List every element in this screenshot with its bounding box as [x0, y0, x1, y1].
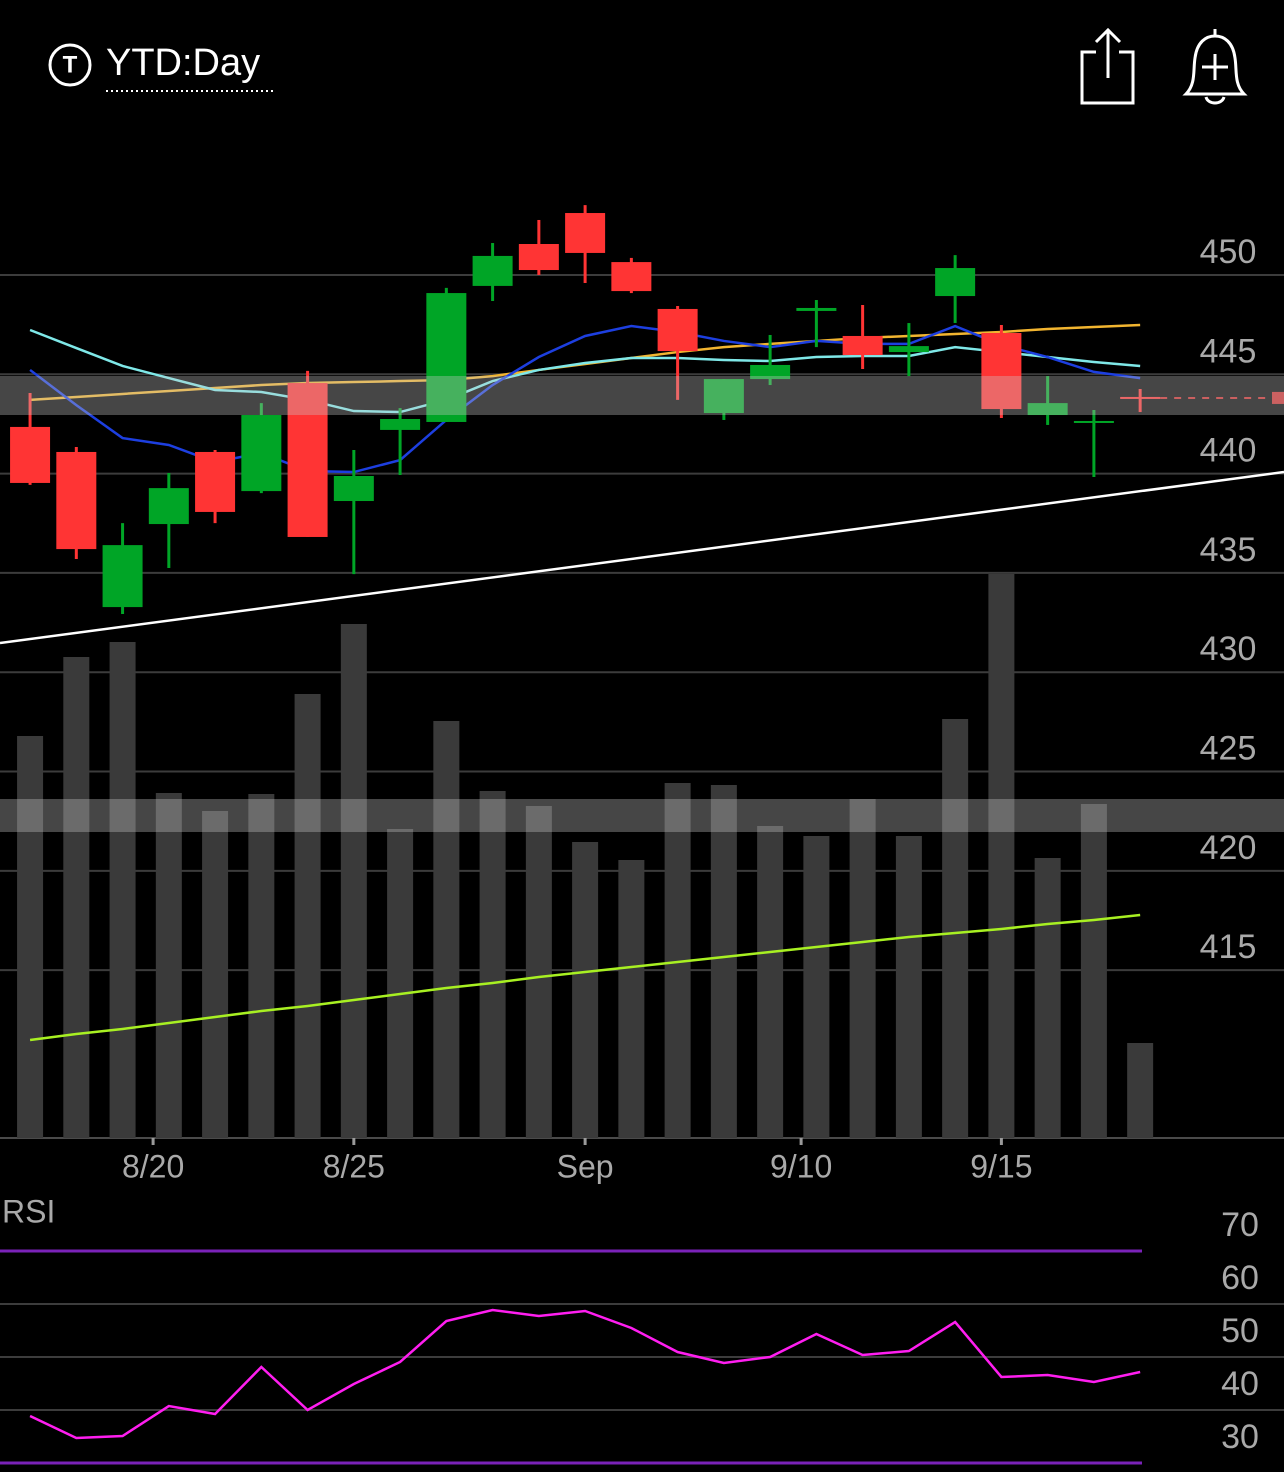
- candle-body: [981, 332, 1022, 410]
- timeframe-title: YTD:Day: [106, 42, 260, 84]
- y-tick-label: 435: [1200, 531, 1257, 569]
- volume-bar: [155, 793, 182, 1138]
- y-tick-label: 440: [1200, 432, 1257, 470]
- volume-bar: [109, 642, 136, 1138]
- candle-body: [380, 418, 421, 430]
- candles: [10, 205, 1284, 615]
- candle-body: [518, 244, 559, 271]
- volume-bar: [849, 799, 876, 1138]
- volume-bar: [710, 785, 737, 1138]
- share-arrow: [1094, 27, 1122, 78]
- volume-bar: [479, 791, 506, 1138]
- candle-body: [842, 335, 883, 356]
- candle-body: [195, 451, 236, 512]
- rsi-line: [29, 1308, 1141, 1440]
- candle-body: [241, 415, 282, 492]
- volume-bar: [387, 829, 414, 1138]
- candle-body: [611, 262, 652, 292]
- candle-body: [1073, 420, 1114, 423]
- y-tick-label: 430: [1200, 630, 1257, 668]
- x-tick-label: 9/10: [770, 1148, 832, 1184]
- candle-body: [1027, 403, 1068, 416]
- y-tick-label: 30: [1221, 1418, 1259, 1456]
- candle-body: [935, 268, 976, 297]
- ticker-icon: [48, 43, 92, 87]
- volume-bar: [803, 836, 830, 1138]
- volume-bar: [248, 794, 275, 1138]
- lines: [0, 323, 1284, 1440]
- volume-bar: [988, 574, 1015, 1138]
- volume-bar: [1034, 858, 1061, 1138]
- candle-body: [472, 255, 513, 286]
- volume-bar: [572, 842, 599, 1138]
- candle-body: [703, 379, 744, 414]
- candle-body: [565, 213, 606, 253]
- x-tick-label: 8/25: [323, 1148, 385, 1184]
- candle-body: [333, 475, 374, 502]
- candle-body: [750, 364, 791, 380]
- panel-title: RSI: [2, 1193, 55, 1229]
- x-tick-label: 9/15: [970, 1148, 1032, 1184]
- y-tick-label: 40: [1221, 1365, 1259, 1403]
- volume-bar: [1080, 804, 1107, 1138]
- share-box: [1080, 50, 1135, 105]
- volume-bar: [433, 721, 460, 1138]
- candle-body: [148, 488, 189, 525]
- highlight-band: [0, 799, 1284, 832]
- moving-average: [29, 328, 1141, 414]
- candle-body: [102, 545, 143, 608]
- y-tick-label: 450: [1200, 233, 1257, 271]
- candle-body: [1120, 396, 1161, 399]
- candle-body: [657, 308, 698, 352]
- highlight-band: [0, 376, 1284, 415]
- y-tick-label: 445: [1200, 332, 1257, 370]
- y-tick-label: 415: [1200, 928, 1257, 966]
- volume-bar: [757, 826, 784, 1138]
- labels: 450 445 440 435 430 425 420 415 8/20 8/25 Sep 9/10 9…: [2, 233, 1259, 1456]
- y-tick-label: 420: [1200, 829, 1257, 867]
- candle-body: [287, 383, 328, 537]
- alert-button[interactable]: [1182, 29, 1248, 105]
- y-tick-label: 50: [1221, 1312, 1259, 1350]
- candle-body: [56, 451, 97, 550]
- volume-bar: [1127, 1043, 1154, 1138]
- x-tick-label: 8/20: [122, 1148, 184, 1184]
- share-button[interactable]: [1080, 27, 1135, 105]
- volume-bar: [294, 694, 321, 1138]
- volume-bar: [340, 624, 367, 1138]
- candle-body: [888, 346, 929, 353]
- trendline: [0, 470, 1284, 645]
- volume-bar: [618, 860, 645, 1138]
- y-tick-label: 425: [1200, 730, 1257, 768]
- volume-bar: [942, 719, 969, 1138]
- volume-bar: [525, 806, 552, 1138]
- volume-average: [29, 913, 1141, 1042]
- bell-detail: [1202, 29, 1228, 105]
- bell: [1182, 34, 1248, 96]
- x-tick-label: Sep: [557, 1148, 614, 1184]
- volume-bar: [63, 657, 90, 1138]
- candle-body: [426, 293, 467, 422]
- ticker-icon-letter: T: [63, 51, 78, 78]
- timeframe-selector[interactable]: T YTD:Day: [48, 42, 274, 92]
- y-tick-label: 60: [1221, 1259, 1259, 1297]
- candle-body: [10, 426, 51, 483]
- candle-body: [796, 307, 837, 311]
- chart-layers: 450 445 440 435 430 425 420 415 8/20 8/25 Sep 9/10 9…: [0, 205, 1284, 1465]
- y-tick-label: 70: [1221, 1206, 1259, 1244]
- volume-bar: [202, 811, 229, 1138]
- volume-bar: [17, 736, 44, 1138]
- volume: [17, 574, 1154, 1138]
- volume-bar: [895, 836, 922, 1138]
- last-price-marker: [1272, 391, 1284, 404]
